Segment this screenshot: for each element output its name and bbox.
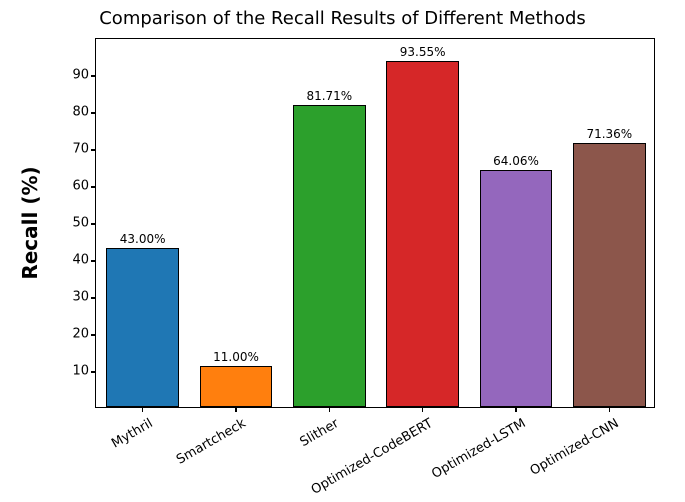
ytick-mark: [91, 112, 96, 114]
xtick-mark: [515, 407, 517, 412]
ytick-label: 90: [72, 68, 89, 83]
ytick-mark: [91, 260, 96, 262]
bar: [573, 143, 646, 407]
figure: Comparison of the Recall Results of Diff…: [0, 0, 685, 500]
ytick-label: 60: [72, 179, 89, 194]
ytick-label: 70: [72, 142, 89, 157]
xtick-mark: [329, 407, 331, 412]
xtick-mark: [235, 407, 237, 412]
bar: [480, 170, 553, 407]
ytick-mark: [91, 75, 96, 77]
ytick-label: 30: [72, 290, 89, 305]
bar-value-label: 93.55%: [400, 45, 446, 59]
bar-value-label: 43.00%: [120, 232, 166, 246]
ytick-label: 80: [72, 105, 89, 120]
plot-area: 43.00% 11.00% 81.71% 93.55% 64.06% 71.36%: [95, 38, 655, 408]
xtick-mark: [422, 407, 424, 412]
ytick-label: 20: [72, 327, 89, 342]
bar-value-label: 11.00%: [213, 350, 259, 364]
ytick-label: 40: [72, 253, 89, 268]
ytick-mark: [91, 297, 96, 299]
bar: [386, 61, 459, 407]
bar-value-label: 64.06%: [493, 154, 539, 168]
xtick-mark: [609, 407, 611, 412]
ytick-mark: [91, 186, 96, 188]
ytick-mark: [91, 334, 96, 336]
bar: [106, 248, 179, 407]
bar-value-label: 81.71%: [306, 89, 352, 103]
bar: [293, 105, 366, 407]
bar-value-label: 71.36%: [586, 127, 632, 141]
ytick-mark: [91, 223, 96, 225]
ytick-label: 50: [72, 216, 89, 231]
ytick-mark: [91, 371, 96, 373]
xtick-mark: [142, 407, 144, 412]
bar: [200, 366, 273, 407]
ytick-mark: [91, 149, 96, 151]
y-axis-label: Recall (%): [18, 38, 42, 408]
chart-title: Comparison of the Recall Results of Diff…: [0, 8, 685, 29]
ytick-label: 10: [72, 364, 89, 379]
